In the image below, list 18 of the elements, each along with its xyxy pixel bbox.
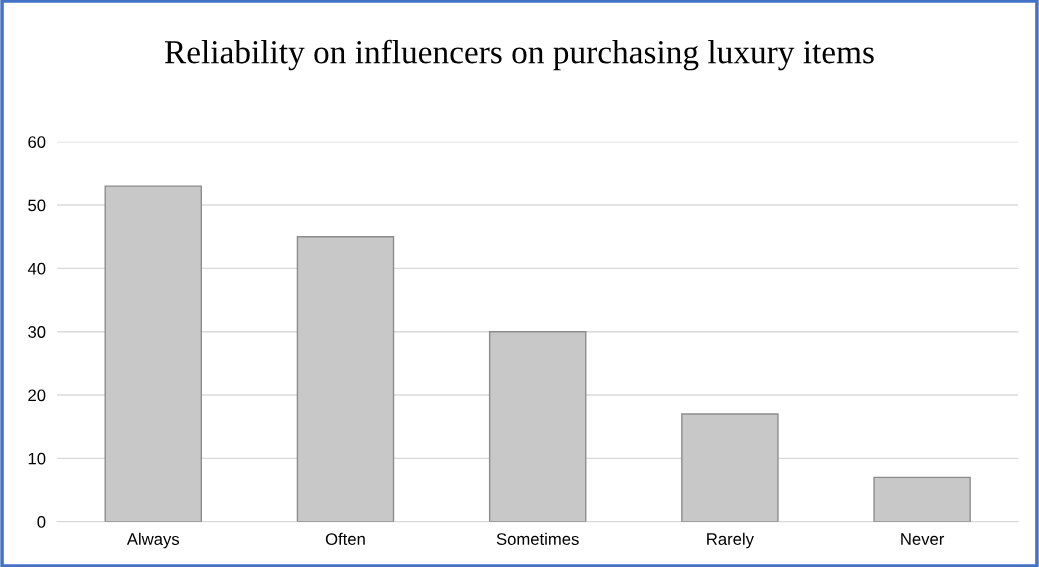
x-tick-label: Never [901,533,945,545]
bar [488,331,587,522]
x-tick-label: Rarely [707,532,754,549]
y-tick-label: 60 [28,136,46,148]
x-tick-label: Always [126,532,180,549]
y-tick-label: 40 [27,262,46,275]
y-tick-label: 30 [28,326,46,338]
chart-title: Reliability on influencers on purchasing luxury items [164,39,874,71]
y-tick-label: 20 [28,389,46,402]
x-tick-label: Sometimes [496,532,579,545]
y-tick-label: 10 [28,452,46,465]
bar [681,413,779,522]
y-tick-label: 50 [28,199,46,212]
bar [104,185,203,522]
bar [873,476,971,522]
y-tick-label: 0 [37,516,46,528]
x-tick-label: Often [325,532,365,545]
bar [296,236,395,522]
